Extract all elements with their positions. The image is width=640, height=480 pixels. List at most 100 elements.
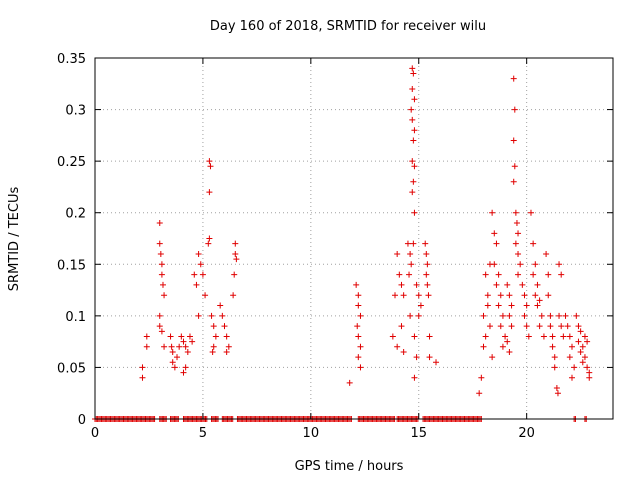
data-point [409, 116, 416, 123]
data-point [407, 312, 414, 319]
data-point [410, 137, 417, 144]
data-point [495, 302, 502, 309]
data-point [158, 271, 165, 278]
data-point [536, 323, 543, 330]
data-point [232, 250, 239, 257]
data-point [510, 137, 517, 144]
x-tick-label: 15 [410, 426, 427, 441]
data-point [575, 338, 582, 345]
x-axis-ticks: 0 5 10 15 20 [91, 58, 535, 441]
y-tick-label: 0.3 [65, 104, 86, 119]
data-point [409, 158, 416, 165]
data-point [169, 348, 176, 355]
data-point [536, 297, 543, 304]
data-point [197, 261, 204, 268]
data-point [423, 250, 430, 257]
data-point [206, 235, 213, 242]
data-point [413, 354, 420, 361]
data-point [422, 240, 429, 247]
data-point [566, 333, 573, 340]
data-point [354, 323, 361, 330]
data-point [511, 163, 518, 170]
data-point [195, 250, 202, 257]
data-point [424, 281, 431, 288]
data-point [497, 323, 504, 330]
data-point [411, 163, 418, 170]
data-point [355, 292, 362, 299]
data-point [178, 333, 185, 340]
data-point [139, 374, 146, 381]
data-point [549, 333, 556, 340]
data-point [231, 271, 238, 278]
data-point [407, 250, 414, 257]
data-point [538, 312, 545, 319]
data-point [523, 302, 530, 309]
data-point [182, 343, 189, 350]
data-point [174, 354, 181, 361]
data-point [417, 302, 424, 309]
data-point [562, 312, 569, 319]
y-tick-label: 0.25 [57, 155, 86, 170]
data-point [554, 390, 561, 397]
data-point [564, 323, 571, 330]
data-point [530, 240, 537, 247]
data-point [186, 333, 193, 340]
data-point [156, 323, 163, 330]
data-point [532, 292, 539, 299]
data-point [217, 302, 224, 309]
data-point [411, 333, 418, 340]
data-point [353, 281, 360, 288]
data-point [206, 158, 213, 165]
data-point [415, 312, 422, 319]
y-tick-label: 0.35 [57, 52, 86, 67]
data-point [497, 292, 504, 299]
data-point [504, 338, 511, 345]
data-point [139, 364, 146, 371]
x-tick-label: 20 [518, 426, 535, 441]
data-point [484, 302, 491, 309]
data-point [566, 354, 573, 361]
data-point [355, 302, 362, 309]
data-point [502, 333, 509, 340]
data-point [521, 292, 528, 299]
data-point [219, 312, 226, 319]
data-point [411, 374, 418, 381]
data-point [394, 343, 401, 350]
data-point [549, 343, 556, 350]
data-point [573, 312, 580, 319]
chart-title: Day 160 of 2018, SRMTID for receiver wil… [210, 19, 486, 34]
data-point [480, 343, 487, 350]
x-axis-label: GPS time / hours [295, 459, 404, 474]
data-point [506, 348, 513, 355]
data-point [527, 209, 534, 216]
data-point [400, 292, 407, 299]
data-point [560, 333, 567, 340]
data-point [232, 240, 239, 247]
data-point [510, 75, 517, 82]
data-point [512, 240, 519, 247]
data-point [161, 343, 168, 350]
data-point [410, 70, 417, 77]
data-point [408, 261, 415, 268]
data-point [433, 359, 440, 366]
data-point [568, 343, 575, 350]
data-point [571, 364, 578, 371]
data-point [157, 250, 164, 257]
data-point [156, 312, 163, 319]
data-point [551, 364, 558, 371]
data-point [489, 209, 496, 216]
data-point [478, 374, 485, 381]
data-point [491, 261, 498, 268]
data-point [411, 127, 418, 134]
data-point [161, 292, 168, 299]
data-point [484, 292, 491, 299]
data-point [493, 240, 500, 247]
data-point [506, 312, 513, 319]
data-point [424, 261, 431, 268]
data-point [411, 209, 418, 216]
data-point [176, 343, 183, 350]
data-point [556, 261, 563, 268]
data-point [586, 369, 593, 376]
data-point [158, 328, 165, 335]
